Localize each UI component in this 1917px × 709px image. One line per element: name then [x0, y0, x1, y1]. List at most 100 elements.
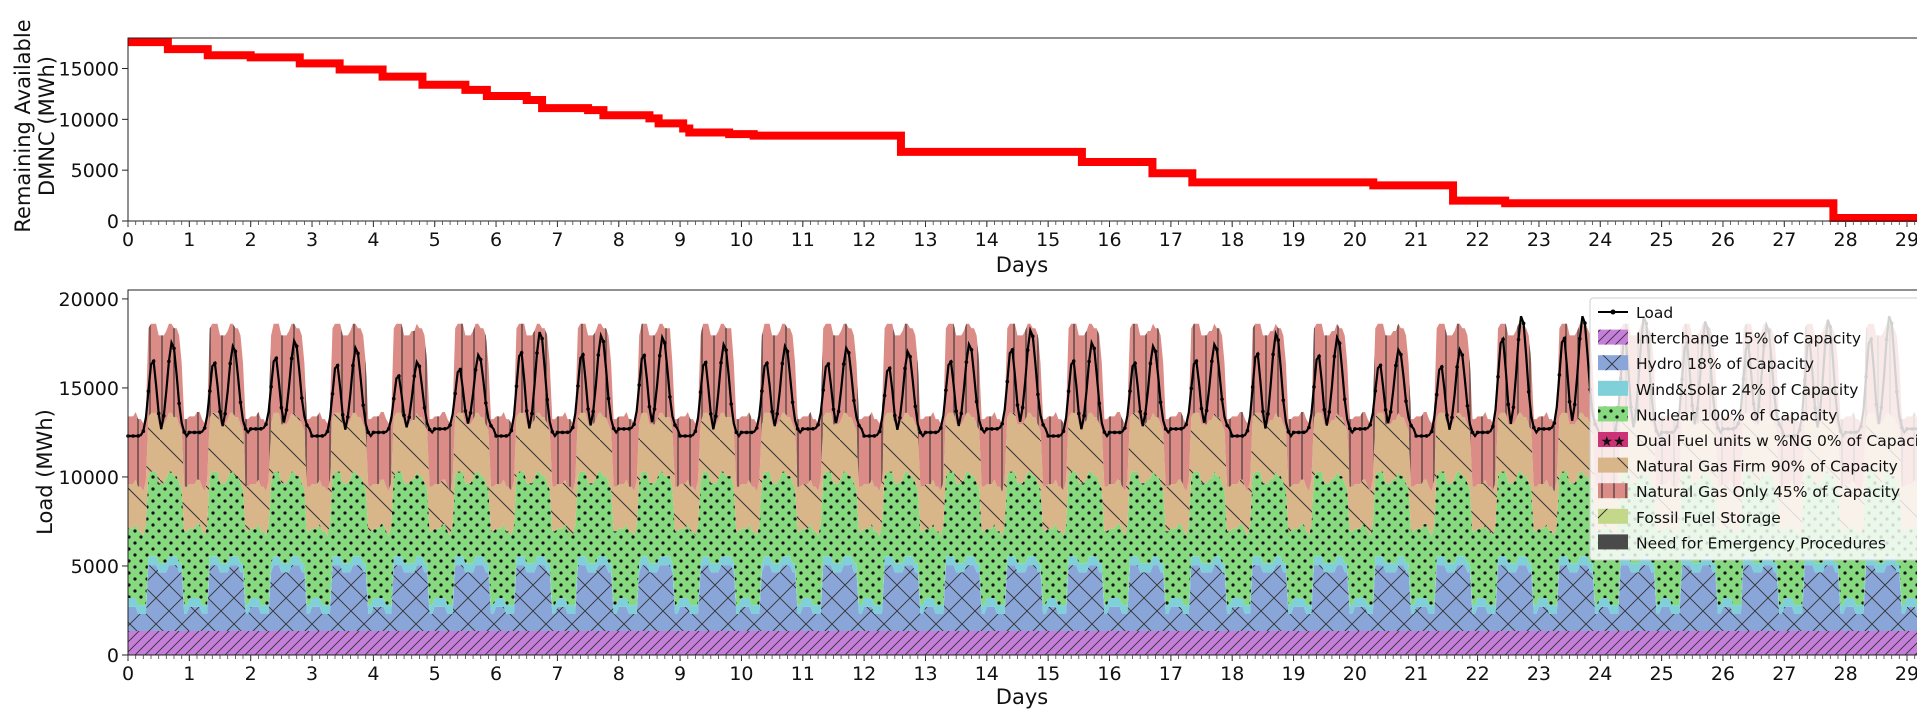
load-point — [351, 363, 355, 368]
x-tick-label: 23 — [1527, 663, 1551, 685]
load-point — [1005, 379, 1010, 384]
load-point — [509, 428, 514, 433]
load-point — [325, 429, 330, 434]
load-point — [1378, 363, 1383, 368]
legend: Load Interchange 15% of Capacity Hydro 18%… — [1589, 297, 1917, 561]
load-point — [801, 427, 805, 431]
load-point — [386, 427, 391, 431]
load-point — [775, 412, 779, 416]
load-point — [887, 366, 892, 371]
load-point — [729, 402, 733, 406]
load-point — [1077, 411, 1081, 416]
load-point — [1399, 352, 1403, 357]
load-point — [913, 404, 918, 409]
load-point — [734, 430, 739, 435]
load-point — [1092, 346, 1096, 351]
load-point — [432, 427, 437, 431]
load-point — [213, 361, 217, 366]
load-point — [1199, 406, 1204, 411]
load-point — [1348, 426, 1352, 431]
area-nuclear-100-of-capacity-hatch — [128, 471, 1917, 606]
legend-label: Interchange 15% of Capacity — [1636, 330, 1861, 348]
load-point — [1000, 422, 1004, 426]
x-tick-label: 5 — [429, 229, 441, 251]
load-point — [1322, 407, 1326, 412]
load-point — [550, 429, 555, 434]
load-point — [1552, 421, 1557, 425]
x-tick-label: 12 — [852, 663, 876, 685]
load-point — [1583, 321, 1587, 325]
load-point — [1230, 434, 1234, 438]
load-point — [1521, 321, 1526, 326]
top-panel-marks — [128, 38, 1917, 222]
load-point — [1281, 398, 1286, 403]
load-point — [254, 427, 258, 431]
x-tick-label: 13 — [913, 663, 937, 685]
load-point — [744, 430, 749, 435]
load-point — [397, 374, 401, 378]
load-point — [1245, 428, 1250, 433]
top-panel-frame — [127, 37, 1917, 222]
load-point — [1117, 430, 1122, 435]
load-point — [1317, 354, 1321, 359]
load-point — [202, 426, 207, 430]
load-point — [862, 434, 866, 438]
load-point — [877, 429, 882, 434]
load-point — [1261, 409, 1265, 414]
load-point — [857, 423, 861, 428]
load-point — [141, 429, 146, 434]
load-point — [591, 409, 595, 414]
load-point — [1332, 354, 1337, 359]
load-point — [443, 427, 447, 431]
load-point — [739, 430, 744, 435]
x-minor-ticks — [127, 221, 1916, 225]
x-tick-label: 13 — [913, 229, 937, 251]
load-point — [688, 434, 693, 438]
load-point — [898, 415, 902, 420]
load-point — [571, 425, 575, 430]
load-point — [1041, 423, 1045, 427]
legend-stars-icon: ★★ — [1600, 434, 1625, 450]
top-x-axis: 0 1 2 3 4 5 6 7 8 9 10 11 12 13 14 15 16 17 18 19 20 21 22 23 24… — [122, 221, 1917, 251]
load-point — [1020, 405, 1025, 410]
x-tick-label: 9 — [674, 663, 686, 685]
load-point — [438, 427, 442, 431]
load-point — [1342, 397, 1347, 402]
legend-label: Wind&Solar 24% of Capacity — [1636, 381, 1858, 399]
load-point — [632, 422, 636, 427]
load-point — [1302, 430, 1306, 435]
x-tick-label: 14 — [975, 663, 999, 685]
load-point — [1276, 338, 1280, 342]
x-tick-label: 12 — [852, 229, 876, 251]
load-point — [1501, 337, 1505, 342]
load-point — [1210, 359, 1214, 364]
load-point — [933, 430, 938, 435]
load-point — [427, 427, 432, 432]
load-point — [1307, 425, 1311, 430]
load-point — [228, 361, 232, 366]
y-tick-label: 15000 — [59, 378, 119, 400]
load-point — [1547, 427, 1551, 431]
load-point — [836, 409, 841, 414]
load-point — [1353, 427, 1357, 431]
load-point — [381, 430, 386, 435]
load-point — [1123, 426, 1127, 430]
x-tick-label: 27 — [1772, 663, 1796, 685]
legend-swatch-hatch — [1598, 508, 1628, 524]
legend-swatch-hatch — [1598, 355, 1628, 371]
load-point — [1153, 349, 1158, 354]
load-point — [663, 341, 667, 345]
load-point — [657, 353, 662, 358]
load-point — [714, 414, 718, 419]
x-tick-label: 23 — [1527, 229, 1551, 251]
load-point — [974, 399, 979, 404]
legend-label: Need for Emergency Procedures — [1636, 534, 1886, 552]
load-point — [156, 411, 161, 416]
load-point — [1511, 405, 1516, 410]
legend-swatch — [1598, 534, 1628, 550]
load-point — [172, 346, 176, 351]
load-point — [177, 401, 181, 406]
load-point — [678, 434, 682, 438]
x-tick-label: 11 — [791, 663, 815, 685]
